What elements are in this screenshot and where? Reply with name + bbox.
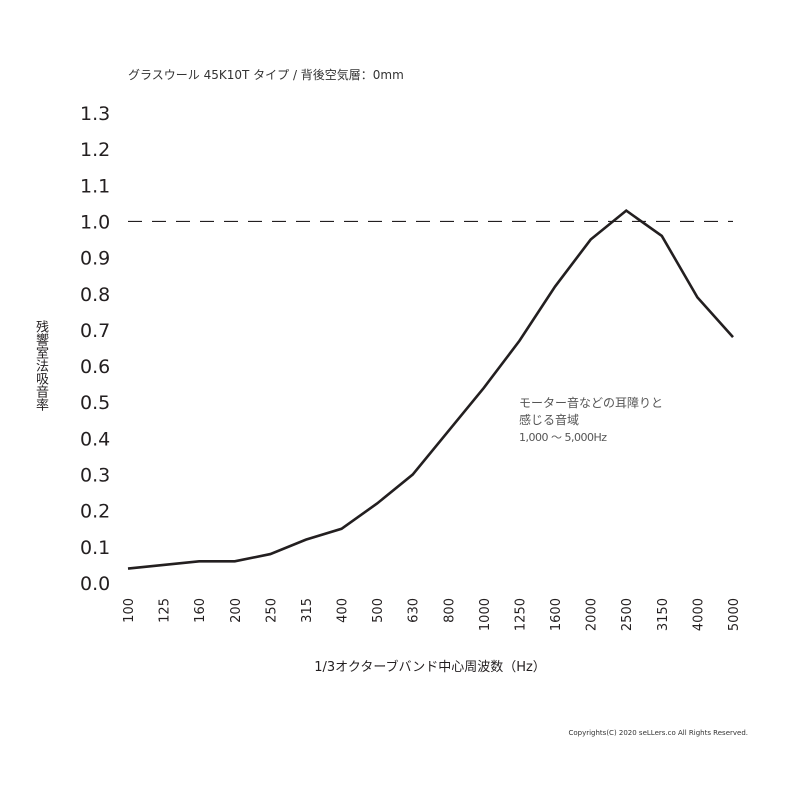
x-tick-label: 800 bbox=[442, 598, 457, 623]
y-tick-label: 0.0 bbox=[80, 573, 110, 595]
y-tick-label: 1.1 bbox=[80, 175, 110, 197]
y-tick-label: 0.5 bbox=[80, 392, 110, 414]
y-tick-label: 0.3 bbox=[80, 465, 110, 487]
annotation-line1: モーター音などの耳障りと bbox=[519, 396, 664, 410]
x-tick-label: 400 bbox=[336, 598, 351, 623]
x-tick-label: 3150 bbox=[656, 598, 671, 631]
x-tick-label: 4000 bbox=[691, 598, 706, 631]
annotation-line3: 1,000 〜 5,000Hz bbox=[519, 431, 607, 444]
x-tick-label: 1600 bbox=[549, 598, 564, 631]
x-tick-label: 1000 bbox=[478, 598, 493, 631]
chart-title: グラスウール 45K10T タイプ / 背後空気層：0mm bbox=[128, 68, 404, 82]
y-tick-label: 0.2 bbox=[80, 501, 110, 523]
copyright: Copyrights(C) 2020 seLLers.co All Rights… bbox=[568, 729, 748, 737]
series-line bbox=[127, 208, 734, 570]
x-tick-label: 2500 bbox=[620, 598, 635, 631]
x-tick-label: 100 bbox=[122, 598, 137, 623]
y-tick-label: 1.0 bbox=[80, 211, 110, 233]
x-tick-label: 315 bbox=[300, 598, 315, 623]
x-tick-label: 5000 bbox=[727, 598, 742, 631]
y-tick-label: 1.2 bbox=[80, 139, 110, 161]
x-tick-label: 1250 bbox=[513, 598, 528, 631]
x-tick-label: 630 bbox=[407, 598, 422, 623]
y-tick-label: 1.3 bbox=[80, 103, 110, 125]
y-tick-label: 0.6 bbox=[80, 356, 110, 378]
y-tick-label: 0.4 bbox=[80, 428, 110, 450]
y-tick-label: 0.8 bbox=[80, 284, 110, 306]
x-axis-label: 1/3オクターブバンド中心周波数（Hz） bbox=[314, 660, 546, 675]
x-tick-label: 160 bbox=[193, 598, 208, 623]
annotation-line2: 感じる音域 bbox=[519, 413, 580, 427]
y-tick-label: 0.7 bbox=[80, 320, 110, 342]
x-tick-label: 200 bbox=[229, 598, 244, 623]
x-tick-label: 250 bbox=[264, 598, 279, 623]
annotation: モーター音などの耳障りと 感じる音域 1,000 〜 5,000Hz bbox=[519, 395, 663, 446]
x-tick-label: 125 bbox=[158, 598, 173, 623]
y-axis-label: 残響室法吸音率 bbox=[33, 320, 48, 411]
x-tick-label: 2000 bbox=[585, 598, 600, 631]
x-tick-label: 500 bbox=[371, 598, 386, 623]
y-tick-label: 0.1 bbox=[80, 537, 110, 559]
y-tick-label: 0.9 bbox=[80, 248, 110, 270]
